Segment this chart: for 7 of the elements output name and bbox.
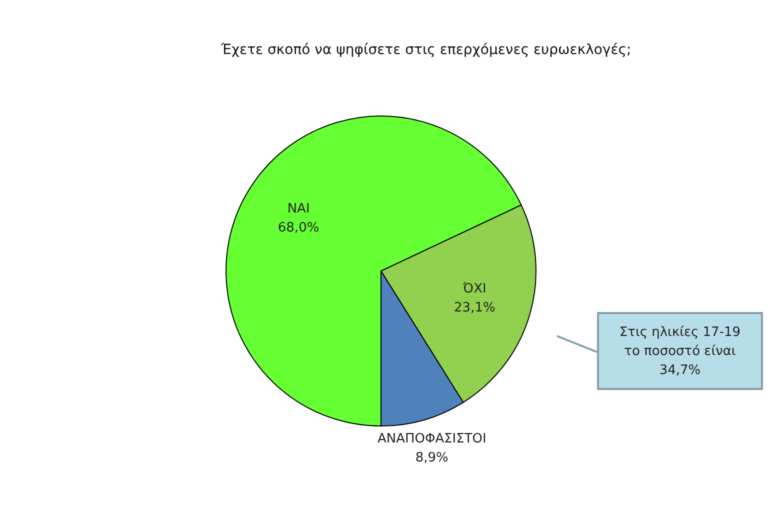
chart-title: Έχετε σκοπό να ψηφίσετε στις επερχόμενες ευρωεκλογές; (220, 42, 632, 58)
data-label: 8,9% (415, 450, 448, 466)
slice-label: ΑΝΑΠΟΦΑΣΙΣΤΟΙ (377, 431, 486, 446)
slice-label: ΝΑΙ (287, 202, 310, 217)
data-label: 23,1% (454, 300, 496, 316)
data-label: 68,0% (278, 220, 320, 236)
slice-label: ΌΧΙ (462, 282, 486, 297)
